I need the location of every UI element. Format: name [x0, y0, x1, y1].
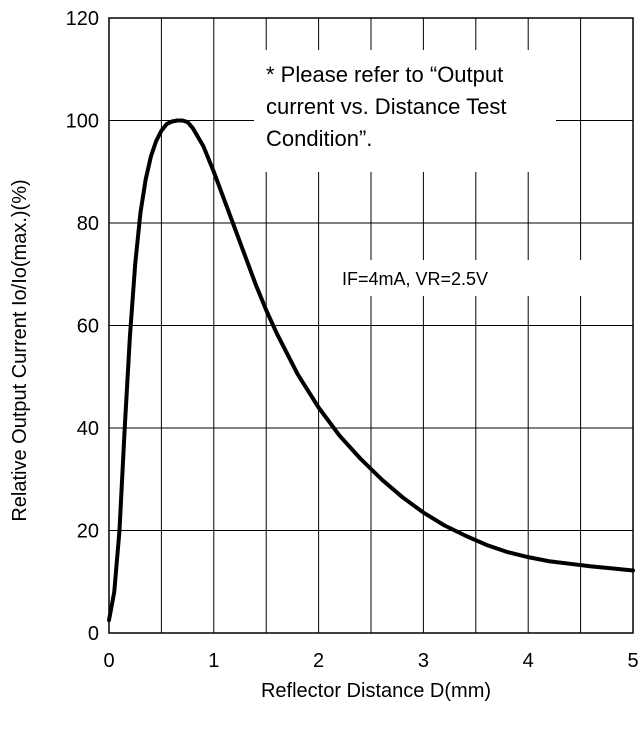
annotation-condition-text: IF=4mA, VR=2.5V: [342, 269, 488, 289]
annotation-layer: * Please refer to “Output current vs. Dis…: [266, 62, 506, 289]
plot-frame: [108, 17, 634, 634]
series-layer: [107, 118, 635, 623]
x-tick-label: 2: [313, 650, 324, 672]
y-axis-label: Relative Output Current Io/Io(max.)(%): [9, 179, 31, 521]
y-tick-label: 60: [77, 316, 99, 338]
x-tick-label: 4: [523, 650, 534, 672]
y-tick-label: 0: [88, 623, 99, 645]
y-tick-label: 40: [77, 418, 99, 440]
annotation-note-background: [254, 50, 556, 172]
y-tick-label: 80: [77, 213, 99, 235]
y-tick-label: 20: [77, 521, 99, 543]
y-tick-label: 100: [66, 111, 99, 133]
annotation-note-line: current vs. Distance Test: [266, 94, 506, 119]
tick-label-layer: 0 1 2 3 4 5 0 20 40 60 80 100 120: [66, 8, 639, 672]
x-axis-label: Reflector Distance D(mm): [261, 680, 491, 702]
annotation-note-line: * Please refer to “Output: [266, 62, 503, 87]
x-tick-label: 5: [627, 650, 638, 672]
annotation-note-line: Condition”.: [266, 126, 372, 151]
series-line: [107, 118, 635, 623]
x-tick-label: 3: [418, 650, 429, 672]
plot-frame-layer: [108, 17, 634, 634]
y-tick-label: 120: [66, 8, 99, 30]
annotation-background-layer: [254, 50, 588, 296]
x-tick-label: 1: [208, 650, 219, 672]
annotation-condition-background: [322, 260, 588, 296]
x-tick-label: 0: [103, 650, 114, 672]
